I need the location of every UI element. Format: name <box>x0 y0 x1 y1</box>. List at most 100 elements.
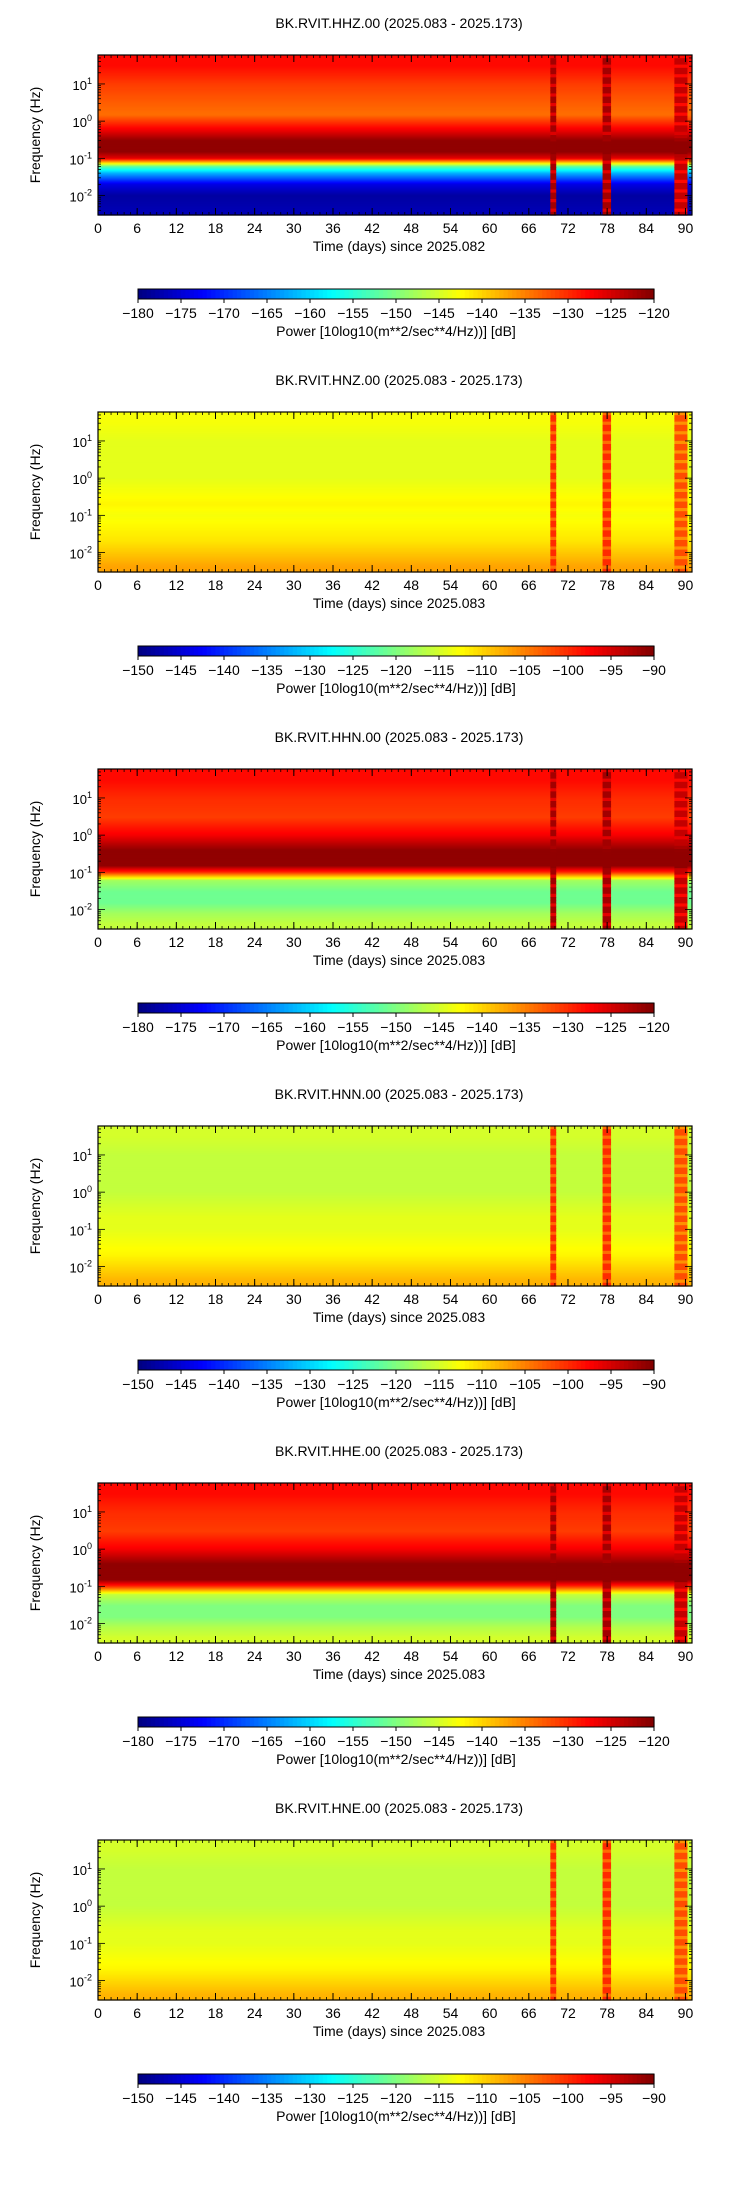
heatmap-cell <box>98 1228 692 1231</box>
event-stripe <box>602 1241 612 1245</box>
x-tick-label: 66 <box>521 934 537 950</box>
plot-frame <box>97 411 693 573</box>
colorbar-cell <box>499 2074 505 2084</box>
heatmap-cell <box>98 1250 692 1253</box>
colorbar-cell <box>228 1003 234 1013</box>
event-stripe <box>674 877 688 882</box>
plot-frame <box>97 1839 693 2001</box>
colorbar-tick-label: −95 <box>599 2090 623 2106</box>
heatmap-cell <box>98 1882 692 1885</box>
heatmap-cell <box>98 130 692 133</box>
colorbar-cell <box>451 2074 457 2084</box>
colorbar-cell <box>305 289 311 299</box>
event-stripe <box>602 428 612 432</box>
plot-frame <box>97 54 693 216</box>
colorbar-cell <box>236 1717 242 1727</box>
heatmap-cell <box>98 508 692 510</box>
heatmap-cell <box>98 1969 692 1971</box>
heatmap-cell <box>98 85 692 88</box>
event-stripe <box>550 1579 557 1583</box>
heatmap-cell <box>98 1483 692 1485</box>
event-stripe <box>602 1521 612 1526</box>
event-stripe <box>602 833 612 837</box>
heatmap-cell <box>98 505 692 508</box>
heatmap-cell <box>98 549 692 552</box>
heatmap-cell <box>98 1158 692 1160</box>
event-stripe <box>550 144 557 149</box>
colorbar-cell <box>417 1003 423 1013</box>
event-stripe <box>602 887 612 892</box>
colorbar-tick-label: −125 <box>595 1019 627 1035</box>
heatmap-cell <box>98 1510 692 1513</box>
event-stripe <box>550 855 557 860</box>
heatmap-cell <box>98 1916 692 1919</box>
event-stripe <box>602 1862 612 1867</box>
heatmap-cell <box>98 1892 692 1894</box>
heatmap-cell <box>98 1516 692 1518</box>
event-stripe <box>674 1948 688 1953</box>
event-stripe <box>550 1489 557 1494</box>
heatmap-cell <box>98 822 692 824</box>
event-stripe <box>674 444 688 448</box>
heatmap-cell <box>98 1601 692 1604</box>
colorbar-cell <box>331 1717 337 1727</box>
heatmap-cell <box>98 802 692 804</box>
x-tick-label: 30 <box>286 577 302 593</box>
colorbar-cell <box>464 646 470 656</box>
colorbar-cell <box>503 289 509 299</box>
event-stripe <box>674 428 688 432</box>
heatmap-cell <box>98 1232 692 1235</box>
colorbar-cell <box>404 1003 410 1013</box>
event-stripe <box>674 530 688 535</box>
event-stripe <box>550 874 557 879</box>
event-stripe <box>602 1244 612 1249</box>
heatmap-cell <box>98 71 692 73</box>
heatmap-cell <box>98 1583 692 1585</box>
heatmap-cell <box>98 1911 692 1914</box>
colorbar-cell <box>606 1003 612 1013</box>
event-stripe <box>602 1215 612 1220</box>
colorbar-cell <box>159 1717 165 1727</box>
colorbar-cell <box>297 646 302 656</box>
colorbar-cell <box>198 1717 204 1727</box>
x-tick-label: 42 <box>364 577 380 593</box>
event-stripe <box>550 540 557 544</box>
heatmap-cell <box>98 1964 692 1967</box>
event-stripe <box>674 1499 688 1503</box>
heatmap-cell <box>98 1277 692 1280</box>
colorbar-cell <box>542 1717 548 1727</box>
event-stripe <box>602 1579 612 1583</box>
colorbar-cell <box>391 2074 397 2084</box>
heatmap-cell <box>98 1207 692 1209</box>
event-stripe <box>602 1588 612 1593</box>
colorbar-cell <box>641 289 646 299</box>
heatmap-cell <box>98 458 692 461</box>
colorbar-cell <box>211 289 216 299</box>
heatmap-cell <box>98 783 692 786</box>
heatmap-cell <box>98 1609 692 1612</box>
event-stripe <box>674 55 688 59</box>
heatmap-cell <box>98 1845 692 1847</box>
event-stripe <box>602 852 612 856</box>
heatmap-cell <box>98 486 692 489</box>
x-tick-label: 18 <box>208 220 224 236</box>
event-stripe <box>602 1964 612 1969</box>
event-stripe <box>602 1209 612 1213</box>
event-stripe <box>674 1257 688 1261</box>
event-stripe <box>602 192 612 197</box>
event-stripe <box>674 1132 688 1137</box>
colorbar-cell <box>589 1003 595 1013</box>
heatmap-cell <box>98 883 692 885</box>
event-stripe <box>550 119 557 123</box>
event-stripe <box>550 1614 557 1618</box>
colorbar-cell <box>297 289 302 299</box>
event-stripe <box>674 543 688 547</box>
heatmap-cell <box>98 1552 692 1554</box>
colorbar-cell <box>224 1360 229 1370</box>
x-axis-label: Time (days) since 2025.083 <box>313 1666 485 1682</box>
heatmap-cell <box>98 789 692 791</box>
event-stripe <box>674 903 688 908</box>
event-stripe <box>550 1591 557 1596</box>
heatmap-cell <box>98 449 692 451</box>
event-stripe <box>602 1977 612 1982</box>
